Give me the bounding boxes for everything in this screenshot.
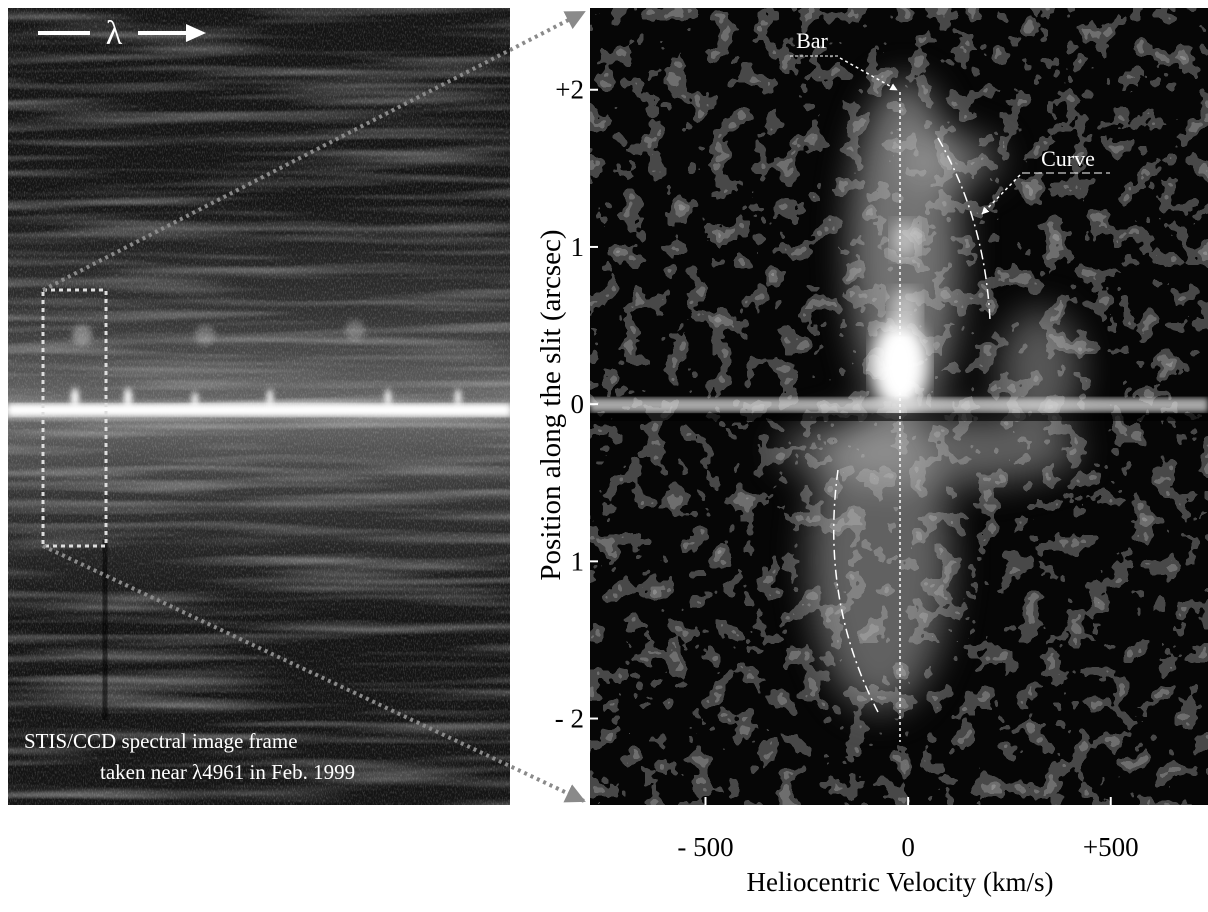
x-axis-label: Heliocentric Velocity (km/s) <box>747 867 1054 897</box>
y-axis-label: Position along the slit (arcsec) <box>535 229 567 580</box>
annotation-lines <box>790 55 1110 742</box>
zoom-line <box>42 10 586 292</box>
wavelength-label: λ <box>106 15 123 52</box>
x-tick-label: 0 <box>901 832 915 862</box>
x-tick-label: - 500 <box>677 832 733 862</box>
y-tick-label: - 2 <box>555 704 584 734</box>
wavelength-arrow <box>38 24 206 42</box>
y-tick-label: 0 <box>571 389 585 419</box>
y-tick-label: 1 <box>571 546 585 576</box>
annotation-label: Curve <box>1041 146 1095 171</box>
zoom-line <box>42 544 586 803</box>
spectral-image <box>8 8 510 805</box>
y-tick-label: 1 <box>571 232 585 262</box>
caption-line: taken near λ4961 in Feb. 1999 <box>100 760 355 784</box>
annotation-label: Bar <box>796 28 828 53</box>
pv-image <box>590 8 1208 805</box>
y-tick-label: +2 <box>555 75 584 105</box>
x-tick-label: +500 <box>1083 832 1139 862</box>
axis-ticks: +2 1 0 1 - 2 - 500 0 +500 <box>555 75 1139 862</box>
caption-line: STIS/CCD spectral image frame <box>24 729 298 753</box>
